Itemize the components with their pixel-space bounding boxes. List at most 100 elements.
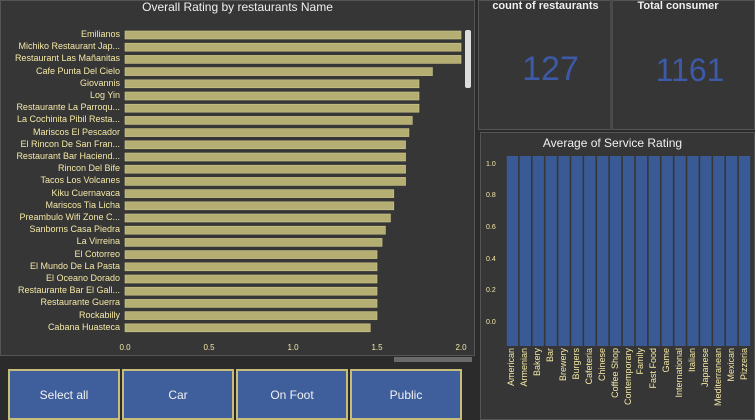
cuisine-label: Armenian (519, 348, 530, 387)
public-button[interactable]: Public (350, 369, 462, 420)
rating-bar[interactable] (124, 250, 378, 259)
rating-bar[interactable] (124, 30, 462, 40)
select-all-button[interactable]: Select all (8, 369, 120, 420)
restaurant-label: Tacos Los Volcanes (40, 175, 120, 186)
kpi-divider (610, 0, 613, 130)
restaurant-label: El Oceano Dorado (45, 273, 120, 283)
service-chart-title: Average of Service Rating (542, 136, 683, 150)
cuisine-label: Italian (686, 348, 697, 373)
restaurant-label: Cabana Huasteca (47, 321, 120, 332)
restaurant-label: Cafe Punta Del Cielo (35, 65, 120, 76)
cuisine-label: Chinese (596, 348, 607, 382)
service-bar[interactable] (648, 156, 660, 346)
service-bar[interactable] (584, 156, 596, 346)
service-bar[interactable] (687, 156, 699, 346)
restaurant-label: El Cotorreo (74, 248, 120, 259)
rating-bar[interactable] (124, 55, 462, 64)
restaurant-label: Michiko Restaurant Jap... (18, 41, 120, 52)
rating-bar[interactable] (124, 177, 406, 186)
rating-bar[interactable] (124, 213, 391, 223)
rating-chart (124, 30, 462, 333)
horizontal-scrollbar[interactable] (394, 357, 472, 362)
service-bar[interactable] (661, 156, 673, 346)
cuisine-label: Fast Food (648, 348, 659, 389)
cuisine-label: Family (635, 348, 646, 375)
service-bar[interactable] (635, 156, 648, 346)
service-bar[interactable] (700, 156, 712, 346)
rating-bar[interactable] (124, 299, 378, 308)
x-tick-label: 0.5 (203, 343, 215, 352)
service-bar[interactable] (738, 156, 751, 346)
chart-scrollbar[interactable] (465, 30, 471, 88)
rating-bar[interactable] (124, 42, 462, 52)
restaurant-label: Restaurant Las Mañanitas (14, 53, 120, 64)
cuisine-label: Mediterranean (712, 348, 723, 407)
restaurant-label: Restaurante La Parroqu... (16, 102, 120, 113)
y-tick-label: 0.8 (486, 192, 496, 200)
cuisine-label: Game (661, 348, 672, 373)
rating-bar[interactable] (124, 164, 406, 174)
service-bar[interactable] (571, 156, 583, 346)
rating-bar[interactable] (124, 262, 378, 272)
restaurant-label: Log Yin (89, 90, 120, 100)
on-foot-button[interactable]: On Foot (236, 369, 348, 420)
y-tick-label: 0.4 (486, 255, 496, 263)
service-bar[interactable] (726, 156, 738, 346)
cuisine-label: Brewery (558, 348, 569, 382)
restaurant-label: Giovannis (79, 77, 120, 88)
rating-bar[interactable] (124, 128, 410, 137)
x-tick-label: 0.0 (119, 343, 131, 352)
count-restaurants-value: 127 (522, 50, 579, 88)
service-bar[interactable] (622, 156, 635, 346)
rating-bar[interactable] (124, 67, 433, 76)
cuisine-label: Contemporary (622, 348, 633, 406)
rating-bar[interactable] (124, 311, 378, 320)
cuisine-label: American (506, 348, 517, 387)
cuisine-label: Cafeteria (583, 348, 594, 385)
service-bar[interactable] (519, 156, 531, 346)
rating-bar[interactable] (124, 189, 395, 198)
rating-bar[interactable] (124, 286, 378, 296)
cuisine-label: Coffee Shop (609, 348, 620, 398)
restaurant-label: El Rincon De San Fran... (20, 138, 120, 149)
rating-bar[interactable] (124, 116, 413, 125)
y-tick-label: 0.6 (486, 224, 496, 231)
cuisine-label: Burgers (570, 348, 581, 380)
rating-bar[interactable] (124, 274, 378, 284)
restaurant-label: La Cochinita Pibil Resta... (16, 114, 120, 125)
cuisine-label: Bar (545, 348, 556, 363)
service-bar[interactable] (713, 156, 725, 346)
service-bar[interactable] (597, 156, 609, 346)
rating-bar[interactable] (124, 225, 386, 235)
restaurant-label: Mariscos Tia Licha (45, 199, 120, 210)
cuisine-label: Pizzeria (738, 348, 749, 381)
rating-bar[interactable] (124, 91, 420, 101)
restaurant-label: El Mundo De La Pasta (29, 260, 120, 271)
count-restaurants-label: count of restaurants (492, 0, 599, 12)
x-tick-label: 2.0 (455, 343, 467, 352)
kpi-panel (478, 0, 755, 130)
service-chart (506, 156, 751, 346)
service-bar[interactable] (506, 156, 519, 346)
service-bar[interactable] (532, 156, 544, 346)
total-consumer-value: 1161 (655, 52, 725, 88)
rating-bar[interactable] (124, 152, 406, 162)
rating-bar[interactable] (124, 238, 383, 247)
restaurant-label: Emilianos (80, 29, 120, 39)
rating-bar[interactable] (124, 323, 371, 333)
rating-bar[interactable] (124, 140, 406, 150)
rating-bar[interactable] (124, 79, 420, 89)
service-bar[interactable] (558, 156, 570, 346)
service-bar[interactable] (609, 156, 622, 346)
restaurant-label: Rockabilly (78, 309, 120, 320)
restaurant-label: Kiku Cuernavaca (51, 187, 120, 198)
rating-bar[interactable] (124, 201, 395, 211)
restaurant-label: Preambulo Wifi Zone C... (19, 212, 120, 222)
y-tick-label: 0.0 (486, 319, 496, 326)
service-bar[interactable] (674, 156, 686, 346)
cuisine-label: International (674, 348, 685, 398)
service-bar[interactable] (545, 156, 557, 346)
car-button[interactable]: Car (122, 369, 234, 420)
rating-bar[interactable] (124, 103, 420, 113)
restaurant-label: Mariscos El Pescador (32, 126, 120, 137)
